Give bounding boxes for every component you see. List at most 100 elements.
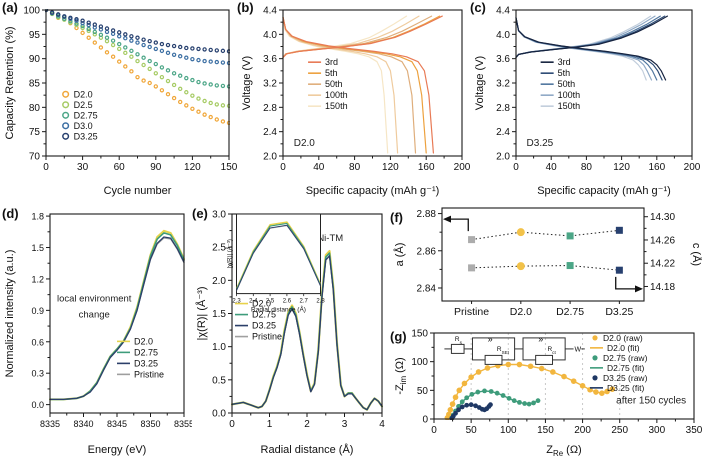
svg-text:8355: 8355 <box>174 419 192 429</box>
svg-text:50: 50 <box>466 425 478 436</box>
chart-voltage-profiles-d325: 0 40 80 120 160 200 2.0 2.4 2.8 3.2 3.6 4.0 4.4 Speci… <box>474 6 701 198</box>
svg-text:|χ(R)| (Å⁻³): |χ(R)| (Å⁻³) <box>195 287 208 341</box>
svg-text:Pristine: Pristine <box>454 306 489 318</box>
svg-text:1.8: 1.8 <box>31 212 44 222</box>
svg-text:90: 90 <box>29 54 41 65</box>
svg-text:5th: 5th <box>325 68 338 78</box>
svg-text:D2.75 (raw): D2.75 (raw) <box>603 353 648 363</box>
svg-text:D2.0: D2.0 <box>510 306 532 318</box>
svg-text:90: 90 <box>150 162 162 173</box>
svg-text:2.5: 2.5 <box>266 299 275 305</box>
svg-text:80: 80 <box>349 162 361 173</box>
svg-text:RSEI: RSEI <box>497 346 509 355</box>
svg-text:3: 3 <box>342 419 348 430</box>
svg-text:a (Å): a (Å) <box>393 243 406 267</box>
svg-text:Rs: Rs <box>455 336 463 345</box>
panel-f-tag: (f) <box>390 210 403 225</box>
svg-text:200: 200 <box>684 162 701 173</box>
svg-text:4.0: 4.0 <box>263 30 277 41</box>
svg-text:3.6: 3.6 <box>496 54 510 65</box>
svg-text:80: 80 <box>581 162 593 173</box>
svg-text:0: 0 <box>513 162 519 173</box>
svg-text:40: 40 <box>546 162 558 173</box>
svg-text:4.0: 4.0 <box>496 30 510 41</box>
svg-text:D2.0: D2.0 <box>134 336 153 346</box>
svg-text:250: 250 <box>611 425 628 436</box>
svg-text:85: 85 <box>29 79 41 90</box>
svg-text:Voltage (V): Voltage (V) <box>241 56 253 110</box>
svg-text:D2.0 (raw): D2.0 (raw) <box>603 333 643 343</box>
svg-text:Specific capacity (mAh g⁻¹): Specific capacity (mAh g⁻¹) <box>306 185 440 197</box>
chart-lattice-parameters: 2.84 2.86 2.88 14.18 14.22 14.26 14.30 Pristine… <box>393 207 702 318</box>
svg-text:5th: 5th <box>558 68 571 78</box>
svg-text:Voltage (V): Voltage (V) <box>474 56 486 110</box>
svg-text:0.0: 0.0 <box>31 400 44 410</box>
svg-text:0.6: 0.6 <box>31 337 44 347</box>
svg-text:c (Å): c (Å) <box>690 243 702 266</box>
svg-text:D2.75 (fit): D2.75 (fit) <box>607 363 644 373</box>
panel-a: (a) 0 30 60 90 120 150 70 75 80 85 90 95 100 Cycle nu… <box>0 0 237 200</box>
svg-text:D3.0: D3.0 <box>74 121 93 131</box>
svg-text:3.0: 3.0 <box>212 210 226 221</box>
panel-c: (c) 0 40 80 120 160 200 2.0 2.4 2.8 3.2 3.6 4.0 4.4 S… <box>470 0 702 200</box>
svg-text:50: 50 <box>417 386 429 397</box>
svg-text:ZRe (Ω): ZRe (Ω) <box>546 444 581 458</box>
svg-text:160: 160 <box>418 162 435 173</box>
svg-text:2.3: 2.3 <box>232 299 241 305</box>
svg-text:1.2: 1.2 <box>31 274 44 284</box>
svg-text:0: 0 <box>43 162 49 173</box>
svg-text:D2.75: D2.75 <box>134 347 158 357</box>
svg-text:change: change <box>79 309 110 320</box>
svg-text:Energy (eV): Energy (eV) <box>88 444 147 456</box>
svg-text:1: 1 <box>267 419 273 430</box>
svg-text:1.5: 1.5 <box>31 243 44 253</box>
svg-text:75: 75 <box>29 127 41 138</box>
svg-text:150th: 150th <box>325 101 348 111</box>
svg-text:95: 95 <box>29 30 41 41</box>
svg-text:Specific capacity (mAh g⁻¹): Specific capacity (mAh g⁻¹) <box>537 185 671 197</box>
svg-text:14.30: 14.30 <box>650 212 675 223</box>
svg-text:200: 200 <box>454 162 470 173</box>
svg-text:50th: 50th <box>558 79 576 89</box>
svg-text:2.88: 2.88 <box>417 209 437 220</box>
svg-text:30: 30 <box>77 162 89 173</box>
svg-text:150th: 150th <box>558 101 581 111</box>
panel-c-tag: (c) <box>470 0 486 15</box>
svg-text:D3.25: D3.25 <box>134 358 158 368</box>
svg-text:after 150 cycles: after 150 cycles <box>616 396 686 407</box>
svg-text:Radial distance (Å): Radial distance (Å) <box>261 443 354 456</box>
svg-text:0.3: 0.3 <box>31 369 44 379</box>
svg-text:W: W <box>574 346 581 353</box>
svg-text:D3.25: D3.25 <box>527 138 554 149</box>
svg-text:2.86: 2.86 <box>417 246 437 257</box>
svg-text:Rct: Rct <box>547 346 556 355</box>
svg-text:0: 0 <box>280 162 286 173</box>
svg-text:2.5: 2.5 <box>212 243 226 254</box>
svg-text:Ni-TM: Ni-TM <box>317 233 343 244</box>
svg-text:2.0: 2.0 <box>496 152 510 163</box>
svg-text:local environment: local environment <box>57 294 132 305</box>
svg-text:2.4: 2.4 <box>263 127 277 138</box>
svg-text:2.6: 2.6 <box>283 299 292 305</box>
svg-text:8345: 8345 <box>107 419 127 429</box>
svg-text:14.22: 14.22 <box>650 259 675 270</box>
svg-text:Normalized intensity (a.u.): Normalized intensity (a.u.) <box>4 250 16 378</box>
svg-text:0.5: 0.5 <box>212 375 226 386</box>
svg-text:Pristine: Pristine <box>252 332 282 342</box>
svg-text:120: 120 <box>613 162 630 173</box>
svg-text:3.2: 3.2 <box>496 79 510 90</box>
svg-text:100th: 100th <box>325 90 348 100</box>
panel-g-tag: (g) <box>390 329 407 344</box>
svg-text:100th: 100th <box>558 90 581 100</box>
panel-d-tag: (d) <box>2 206 19 221</box>
panel-e: (e) 0 1 2 3 4 0.0 0.5 1.0 1.5 2.0 2.5 3.0 Radial dis… <box>192 200 390 459</box>
svg-text:2.8: 2.8 <box>316 299 325 305</box>
svg-text:Cycle number: Cycle number <box>104 185 172 197</box>
svg-text:300: 300 <box>649 425 666 436</box>
svg-text:1.5: 1.5 <box>212 309 226 320</box>
svg-text:4.4: 4.4 <box>496 6 510 17</box>
svg-text:D2.0: D2.0 <box>74 89 93 99</box>
svg-text:0: 0 <box>229 419 235 430</box>
svg-text:-Zim (Ω): -Zim (Ω) <box>394 357 408 394</box>
